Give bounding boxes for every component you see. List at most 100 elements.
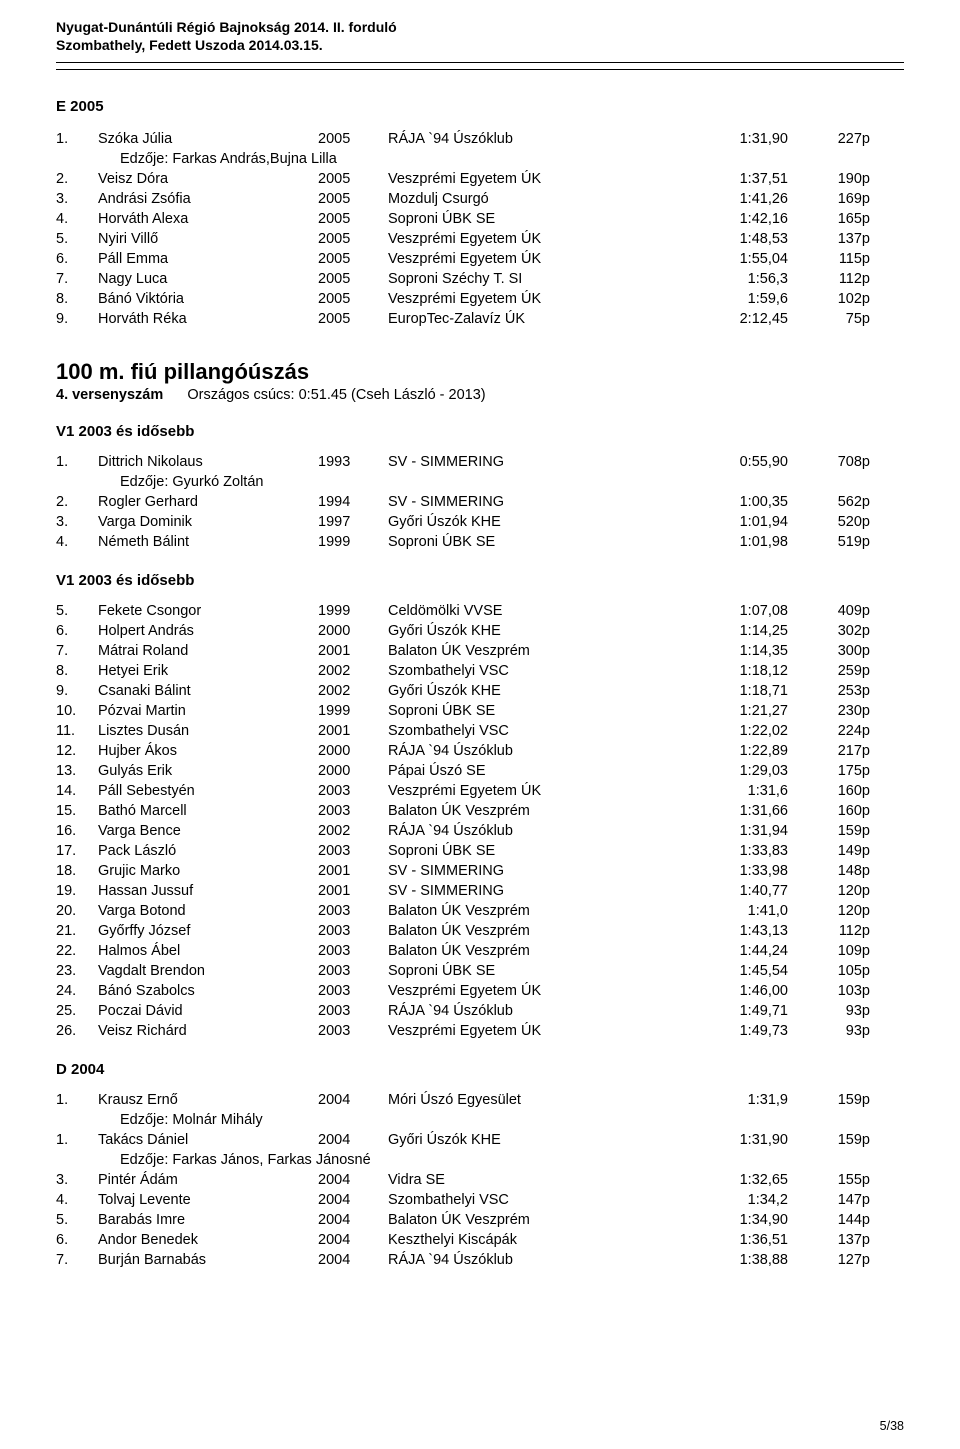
name-cell: Takács Dániel: [98, 1130, 318, 1150]
club-cell: Szombathelyi VSC: [388, 1190, 658, 1210]
time-cell: 1:31,94: [658, 821, 800, 841]
club-cell: Győri Úszók KHE: [388, 621, 658, 641]
year-cell: 2003: [318, 961, 388, 981]
time-cell: 1:56,3: [658, 269, 800, 289]
rank-cell: 7.: [56, 1250, 98, 1270]
points-cell: 169p: [800, 189, 870, 209]
time-cell: 1:37,51: [658, 169, 800, 189]
result-row: 4.Tolvaj Levente2004Szombathelyi VSC1:34…: [56, 1190, 904, 1210]
rank-cell: 15.: [56, 801, 98, 821]
rank-cell: 13.: [56, 761, 98, 781]
rank-cell: 4.: [56, 209, 98, 229]
time-cell: 1:40,77: [658, 881, 800, 901]
year-cell: 2003: [318, 841, 388, 861]
points-cell: 103p: [800, 981, 870, 1001]
time-cell: 1:45,54: [658, 961, 800, 981]
event-title: 100 m. fiú pillangóúszás: [56, 359, 904, 385]
time-cell: 1:00,35: [658, 492, 800, 512]
points-cell: 148p: [800, 861, 870, 881]
club-cell: Keszthelyi Kiscápák: [388, 1230, 658, 1250]
rank-cell: 6.: [56, 249, 98, 269]
name-cell: Hujber Ákos: [98, 741, 318, 761]
name-cell: Gulyás Erik: [98, 761, 318, 781]
result-row: 2.Veisz Dóra2005Veszprémi Egyetem ÚK1:37…: [56, 169, 904, 189]
club-cell: Balaton ÚK Veszprém: [388, 1210, 658, 1230]
points-cell: 300p: [800, 641, 870, 661]
name-cell: Tolvaj Levente: [98, 1190, 318, 1210]
rank-cell: 8.: [56, 289, 98, 309]
coach-row: Edzője: Gyurkó Zoltán: [56, 472, 904, 492]
club-cell: Soproni ÚBK SE: [388, 701, 658, 721]
rank-cell: 5.: [56, 229, 98, 249]
points-cell: 105p: [800, 961, 870, 981]
result-row: 23.Vagdalt Brendon2003Soproni ÚBK SE1:45…: [56, 961, 904, 981]
rank-cell: 3.: [56, 512, 98, 532]
name-cell: Németh Bálint: [98, 532, 318, 552]
points-cell: 137p: [800, 1230, 870, 1250]
time-cell: 1:01,94: [658, 512, 800, 532]
result-row: 1.Takács Dániel2004Győri Úszók KHE1:31,9…: [56, 1130, 904, 1150]
page: Nyugat-Dunántúli Régió Bajnokság 2014. I…: [0, 0, 960, 1449]
rank-cell: 12.: [56, 741, 98, 761]
time-cell: 1:01,98: [658, 532, 800, 552]
year-cell: 1997: [318, 512, 388, 532]
result-row: 14.Páll Sebestyén2003Veszprémi Egyetem Ú…: [56, 781, 904, 801]
result-row: 25.Poczai Dávid2003RÁJA `94 Úszóklub1:49…: [56, 1001, 904, 1021]
event-record-text: Országos csúcs: 0:51.45 (Cseh László - 2…: [187, 387, 485, 403]
result-row: 15.Bathó Marcell2003Balaton ÚK Veszprém1…: [56, 801, 904, 821]
rank-cell: 1.: [56, 1130, 98, 1150]
points-cell: 115p: [800, 249, 870, 269]
name-cell: Bánó Viktória: [98, 289, 318, 309]
result-row: 10.Pózvai Martin1999Soproni ÚBK SE1:21,2…: [56, 701, 904, 721]
year-cell: 2001: [318, 861, 388, 881]
rank-cell: 16.: [56, 821, 98, 841]
name-cell: Szóka Júlia: [98, 129, 318, 149]
name-cell: Veisz Richárd: [98, 1021, 318, 1041]
group-a-label: V1 2003 és idősebb: [56, 423, 904, 440]
points-cell: 120p: [800, 881, 870, 901]
year-cell: 2001: [318, 881, 388, 901]
year-cell: 2005: [318, 129, 388, 149]
club-cell: Veszprémi Egyetem ÚK: [388, 781, 658, 801]
year-cell: 2003: [318, 1001, 388, 1021]
name-cell: Halmos Ábel: [98, 941, 318, 961]
club-cell: Soproni ÚBK SE: [388, 209, 658, 229]
club-cell: Veszprémi Egyetem ÚK: [388, 1021, 658, 1041]
club-cell: RÁJA `94 Úszóklub: [388, 129, 658, 149]
club-cell: SV - SIMMERING: [388, 861, 658, 881]
club-cell: Balaton ÚK Veszprém: [388, 801, 658, 821]
event-subtitle: 4. versenyszám Országos csúcs: 0:51.45 (…: [56, 387, 904, 403]
rank-cell: 9.: [56, 681, 98, 701]
points-cell: 144p: [800, 1210, 870, 1230]
name-cell: Veisz Dóra: [98, 169, 318, 189]
name-cell: Bathó Marcell: [98, 801, 318, 821]
year-cell: 1993: [318, 452, 388, 472]
rank-cell: 1.: [56, 129, 98, 149]
time-cell: 1:07,08: [658, 601, 800, 621]
result-row: 5.Nyiri Villő2005Veszprémi Egyetem ÚK1:4…: [56, 229, 904, 249]
year-cell: 2001: [318, 721, 388, 741]
club-cell: RÁJA `94 Úszóklub: [388, 1001, 658, 1021]
points-cell: 109p: [800, 941, 870, 961]
points-cell: 112p: [800, 921, 870, 941]
year-cell: 2000: [318, 741, 388, 761]
rank-cell: 5.: [56, 601, 98, 621]
result-row: 6.Holpert András2000Győri Úszók KHE1:14,…: [56, 621, 904, 641]
time-cell: 1:33,98: [658, 861, 800, 881]
year-cell: 2003: [318, 781, 388, 801]
club-cell: SV - SIMMERING: [388, 881, 658, 901]
name-cell: Páll Emma: [98, 249, 318, 269]
rank-cell: 21.: [56, 921, 98, 941]
name-cell: Hetyei Erik: [98, 661, 318, 681]
club-cell: RÁJA `94 Úszóklub: [388, 741, 658, 761]
rank-cell: 3.: [56, 1170, 98, 1190]
time-cell: 1:49,71: [658, 1001, 800, 1021]
points-cell: 230p: [800, 701, 870, 721]
result-row: 5.Barabás Imre2004Balaton ÚK Veszprém1:3…: [56, 1210, 904, 1230]
club-cell: Soproni ÚBK SE: [388, 532, 658, 552]
rank-cell: 7.: [56, 269, 98, 289]
name-cell: Hassan Jussuf: [98, 881, 318, 901]
result-row: 3.Varga Dominik1997Győri Úszók KHE1:01,9…: [56, 512, 904, 532]
points-cell: 160p: [800, 781, 870, 801]
year-cell: 2000: [318, 761, 388, 781]
